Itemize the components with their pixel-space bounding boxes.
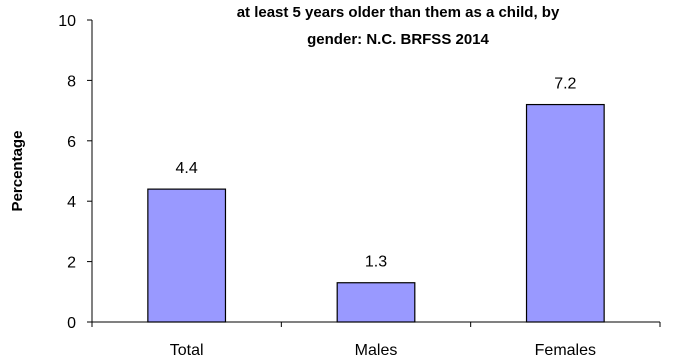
y-tick-label: 4	[67, 194, 76, 211]
bar-total	[147, 188, 227, 323]
data-label: 4.4	[176, 160, 198, 177]
y-tick-label: 10	[58, 13, 76, 30]
category-label: Total	[170, 342, 204, 357]
y-tick-label: 6	[67, 134, 76, 151]
data-label: 7.2	[554, 76, 576, 93]
y-axis-label: Percentage	[9, 131, 26, 212]
chart-title-line-2: gender: N.C. BRFSS 2014	[307, 31, 489, 48]
y-tick-label: 0	[67, 315, 76, 332]
y-tick-label: 8	[67, 73, 76, 90]
chart-title-line-1: at least 5 years older than them as a ch…	[237, 4, 560, 21]
bar-females	[525, 103, 605, 323]
bar-males	[336, 282, 416, 323]
y-tick-label: 2	[67, 255, 76, 272]
plot-area: 0 2 4 6 8 10 4.4 Total 1.3 Males 7.2 Females	[58, 13, 661, 357]
category-label: Males	[355, 342, 398, 357]
data-label: 1.3	[365, 254, 387, 271]
category-label: Females	[535, 342, 596, 357]
